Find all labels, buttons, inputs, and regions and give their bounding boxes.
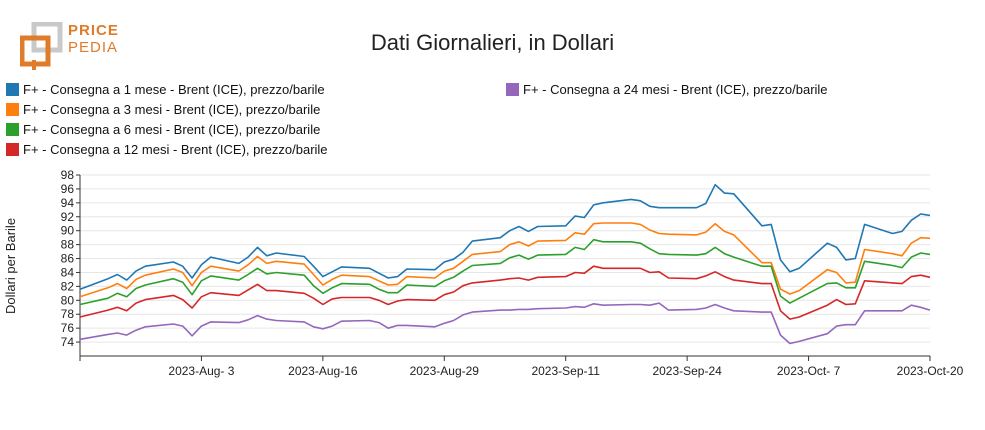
chart-title: Dati Giornalieri, in Dollari — [370, 30, 615, 55]
legend-label-6m: F+ - Consegna a 6 mesi - Brent (ICE), pr… — [23, 121, 321, 137]
x-tick-label: 2023-Oct- 7 — [777, 364, 841, 378]
logo-mark-icon — [20, 22, 63, 70]
legend-left: F+ - Consegna a 1 mese - Brent (ICE), pr… — [6, 79, 328, 159]
series-line-4 — [79, 302, 931, 345]
x-tick-label: 2023-Sep-24 — [652, 364, 722, 378]
y-tick-label: 92 — [61, 210, 75, 224]
series-line-1 — [79, 222, 931, 298]
y-tick-label: 82 — [61, 279, 75, 293]
y-tick-label: 86 — [61, 252, 75, 266]
y-tick-label: 90 — [61, 224, 75, 238]
y-tick-label: 88 — [61, 238, 75, 252]
x-tick-label: 2023-Aug- 3 — [168, 364, 234, 378]
legend-label-3m: F+ - Consegna a 3 mesi - Brent (ICE), pr… — [23, 101, 321, 117]
legend-right: F+ - Consegna a 24 mesi - Brent (ICE), p… — [506, 79, 828, 99]
legend-swatch-12m — [6, 142, 19, 156]
x-tick-label: 2023-Sep-11 — [531, 364, 600, 378]
x-tick-label: 2023-Aug-29 — [410, 364, 480, 378]
x-tick-label: 2023-Oct-20 — [897, 364, 964, 378]
y-tick-label: 74 — [61, 335, 75, 349]
series-line-3 — [79, 265, 931, 320]
y-tick-label: 96 — [61, 182, 75, 196]
logo-text-price: PRICE — [68, 22, 119, 39]
legend-item-6m: F+ - Consegna a 6 mesi - Brent (ICE), pr… — [6, 119, 328, 139]
series-line-2 — [79, 238, 931, 306]
legend-item-3m: F+ - Consegna a 3 mesi - Brent (ICE), pr… — [6, 99, 328, 119]
legend-swatch-6m — [6, 122, 19, 136]
y-tick-label: 76 — [61, 321, 75, 335]
series-line-0 — [79, 183, 931, 290]
y-tick-label: 84 — [61, 265, 75, 279]
legend-swatch-1m — [6, 82, 19, 96]
legend-item-12m: F+ - Consegna a 12 mesi - Brent (ICE), p… — [6, 139, 328, 159]
legend-item-1m: F+ - Consegna a 1 mese - Brent (ICE), pr… — [6, 79, 328, 99]
grid-lines — [80, 174, 930, 343]
logo-text-pedia: PEDIA — [68, 39, 119, 56]
x-tick-label: 2023-Aug-16 — [288, 364, 358, 378]
pricepedia-logo: PRICE PEDIA — [20, 22, 130, 74]
y-tick-label: 98 — [61, 168, 75, 182]
legend-label-1m: F+ - Consegna a 1 mese - Brent (ICE), pr… — [23, 81, 325, 97]
y-tick-label: 78 — [61, 307, 75, 321]
y-axis-label: Dollari per Barile — [3, 218, 18, 314]
legend-label-12m: F+ - Consegna a 12 mesi - Brent (ICE), p… — [23, 141, 328, 157]
legend-swatch-3m — [6, 102, 19, 116]
y-tick-label: 94 — [61, 196, 75, 210]
legend-label-24m: F+ - Consegna a 24 mesi - Brent (ICE), p… — [523, 81, 828, 97]
y-tick-label: 80 — [61, 293, 75, 307]
series-lines — [79, 183, 931, 345]
legend-item-24m: F+ - Consegna a 24 mesi - Brent (ICE), p… — [506, 79, 828, 99]
legend-swatch-24m — [506, 82, 519, 96]
